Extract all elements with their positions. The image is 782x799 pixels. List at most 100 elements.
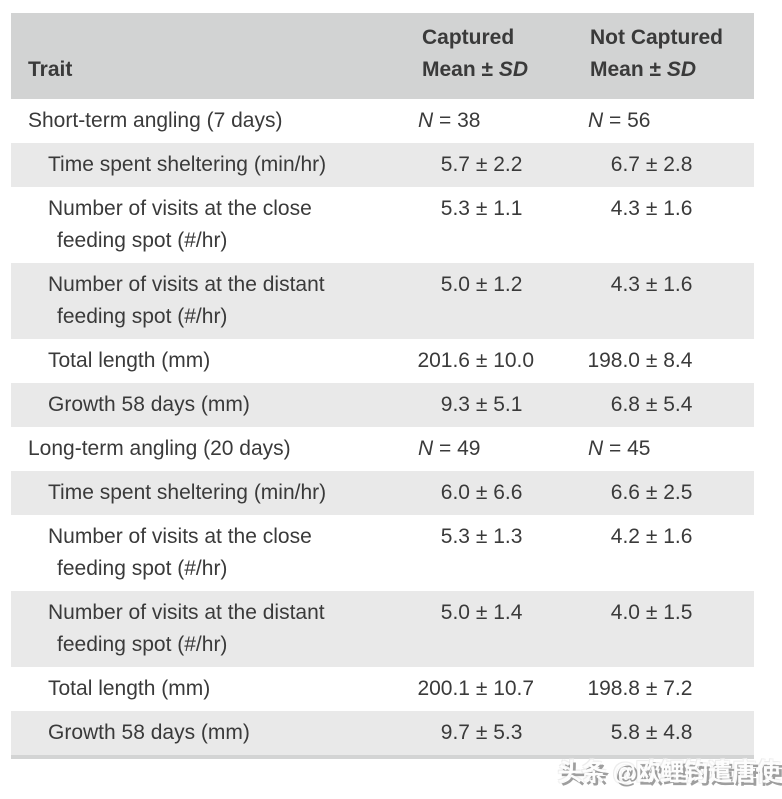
not-captured-value-cell: 6.7 ± 2.8 [578, 149, 754, 181]
data-row: Growth 58 days (mm) 9.7 ± 5.3 5.8 ± 4.8 [11, 711, 754, 755]
trait-cell: Time spent sheltering (min/hr) [11, 477, 402, 509]
plus-minus-sign: ± [640, 197, 664, 220]
mean-value: 5.7 [440, 153, 470, 176]
column-header-not-captured: Not Captured Mean ± SD [578, 22, 754, 86]
mean-value: 4.3 [610, 273, 640, 296]
trait-text-wrap: feeding spot (#/hr) [57, 557, 228, 580]
mean-value: 200.1 [417, 677, 470, 700]
trait-text: Total length (mm) [48, 349, 211, 372]
data-row: Number of visits at the distant feeding s… [11, 263, 754, 339]
captured-value-cell: 5.7 ± 2.2 [402, 149, 578, 181]
not-captured-value-cell: 4.3 ± 1.6 [578, 269, 754, 301]
sd-value: 6.6 [493, 481, 523, 504]
sd-value: 2.8 [663, 153, 693, 176]
plus-minus-sign: ± [470, 393, 494, 416]
sd-value: 10.7 [493, 677, 535, 700]
trait-text: Number of visits at the close [48, 197, 312, 220]
mean-value: 6.8 [610, 393, 640, 416]
sd-value: 5.3 [493, 721, 523, 744]
captured-value-cell: 201.6 ± 10.0 [402, 345, 578, 377]
not-captured-value-cell: 6.6 ± 2.5 [578, 477, 754, 509]
trait-cell: Growth 58 days (mm) [11, 389, 402, 421]
captured-mean-sd-label: Mean ± SD [422, 54, 578, 86]
trait-text: Time spent sheltering (min/hr) [48, 481, 327, 504]
sd-value: 1.6 [663, 197, 693, 220]
plus-minus-sign: ± [470, 601, 494, 624]
mean-value: 4.2 [610, 525, 640, 548]
trait-cell: Number of visits at the distant feeding s… [11, 597, 402, 661]
sd-value: 1.1 [493, 197, 523, 220]
not-captured-value-cell: 4.0 ± 1.5 [578, 597, 754, 629]
plus-minus-sign: ± [470, 197, 494, 220]
mean-value: 201.6 [417, 349, 470, 372]
n-letter: N [418, 437, 434, 460]
sd-value: 5.4 [663, 393, 693, 416]
section-row: Long-term angling (20 days) N = 49 N = 45 [11, 427, 754, 471]
sd-value: 1.5 [663, 601, 693, 624]
mean-value: 6.6 [610, 481, 640, 504]
trait-text-wrap: feeding spot (#/hr) [57, 633, 228, 656]
trait-cell: Number of visits at the close feeding spo… [11, 521, 402, 585]
mean-value: 5.3 [440, 525, 470, 548]
traits-table: Trait Captured Mean ± SD Not Captured Me… [11, 13, 754, 759]
trait-cell: Long-term angling (20 days) [11, 433, 402, 465]
mean-value: 4.3 [610, 197, 640, 220]
trait-cell: Total length (mm) [11, 673, 402, 705]
plus-minus-sign: ± [640, 273, 664, 296]
plus-minus-sign: ± [640, 481, 664, 504]
captured-header-label: Captured [422, 26, 515, 49]
mean-value: 9.3 [440, 393, 470, 416]
mean-value: 198.0 [587, 349, 640, 372]
plus-minus-sign: ± [640, 153, 664, 176]
n-letter: N [588, 437, 604, 460]
plus-minus-sign: ± [470, 273, 494, 296]
trait-cell: Growth 58 days (mm) [11, 717, 402, 749]
plus-minus-sign: ± [470, 153, 494, 176]
data-row: Total length (mm) 200.1 ± 10.7 198.8 ± 7.2 [11, 667, 754, 711]
trait-text: Long-term angling (20 days) [28, 437, 291, 460]
data-row: Number of visits at the distant feeding s… [11, 591, 754, 667]
trait-text: Number of visits at the close [48, 525, 312, 548]
mean-prefix: Mean ± [422, 58, 499, 81]
sd-value: 8.4 [663, 349, 693, 372]
captured-value-cell: 6.0 ± 6.6 [402, 477, 578, 509]
trait-text-wrap: feeding spot (#/hr) [57, 229, 228, 252]
not-captured-header-label: Not Captured [590, 26, 723, 49]
table-header-row: Trait Captured Mean ± SD Not Captured Me… [11, 13, 754, 99]
captured-value-cell: N = 49 [418, 437, 481, 460]
not-captured-mean-sd-label: Mean ± SD [590, 54, 754, 86]
column-header-trait: Trait [11, 54, 402, 86]
sd-value: 1.6 [663, 273, 693, 296]
captured-value-cell: 9.7 ± 5.3 [402, 717, 578, 749]
mean-prefix: Mean ± [590, 58, 667, 81]
data-row: Total length (mm) 201.6 ± 10.0 198.0 ± 8.4 [11, 339, 754, 383]
section-row: Short-term angling (7 days) N = 38 N = 56 [11, 99, 754, 143]
captured-value-cell: 200.1 ± 10.7 [402, 673, 578, 705]
plus-minus-sign: ± [640, 393, 664, 416]
plus-minus-sign: ± [470, 349, 494, 372]
trait-cell: Number of visits at the distant feeding s… [11, 269, 402, 333]
data-row: Time spent sheltering (min/hr) 6.0 ± 6.6 6… [11, 471, 754, 515]
trait-text: Growth 58 days (mm) [48, 393, 250, 416]
trait-text: Short-term angling (7 days) [28, 109, 283, 132]
sd-label: SD [666, 58, 697, 81]
captured-value-cell: N = 38 [418, 109, 481, 132]
plus-minus-sign: ± [640, 349, 664, 372]
mean-value: 6.7 [610, 153, 640, 176]
plus-minus-sign: ± [640, 721, 664, 744]
sd-value: 1.4 [493, 601, 523, 624]
plus-minus-sign: ± [640, 601, 664, 624]
plus-minus-sign: ± [470, 481, 494, 504]
trait-text: Number of visits at the distant [48, 273, 325, 296]
captured-value-cell: 5.3 ± 1.3 [402, 521, 578, 553]
mean-value: 5.0 [440, 601, 470, 624]
trait-text: Time spent sheltering (min/hr) [48, 153, 327, 176]
data-row: Growth 58 days (mm) 9.3 ± 5.1 6.8 ± 5.4 [11, 383, 754, 427]
sd-value: 2.2 [493, 153, 523, 176]
mean-value: 5.8 [610, 721, 640, 744]
captured-value-cell: 5.3 ± 1.1 [402, 193, 578, 225]
sd-value: 10.0 [493, 349, 535, 372]
column-header-captured: Captured Mean ± SD [402, 22, 578, 86]
not-captured-value-cell: N = 56 [588, 109, 651, 132]
